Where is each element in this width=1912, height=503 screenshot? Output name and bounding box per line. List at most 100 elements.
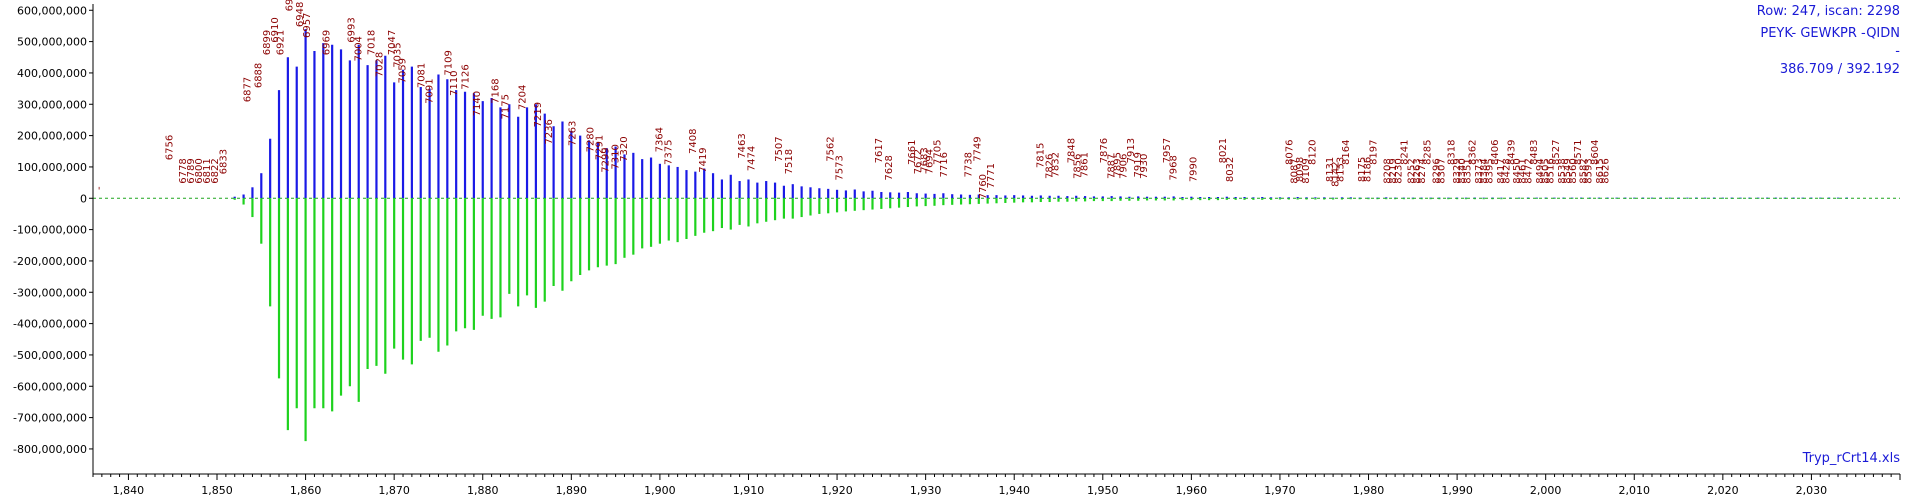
- peak-label: 7091: [424, 78, 435, 103]
- peak-label: 6969: [322, 30, 333, 55]
- y-tick-label: -800,000,000: [13, 443, 87, 456]
- lower-series-bars: [233, 198, 1848, 442]
- peak-label: 7815: [1035, 143, 1046, 168]
- peak-label: 7474: [747, 146, 758, 171]
- x-tick-label: 2,000: [1530, 484, 1562, 497]
- peak-label: 7887: [1106, 154, 1117, 179]
- peak-label: 7694: [925, 149, 936, 174]
- x-tick-label: 1,850: [201, 484, 233, 497]
- peak-label: 7672: [913, 149, 924, 174]
- footer-filename: Tryp_rCrt14.xls: [1802, 451, 1900, 466]
- peak-label: 8428: [1501, 158, 1512, 183]
- peak-label: 6756: [165, 135, 176, 160]
- y-tick-label: 0: [80, 192, 87, 205]
- x-tick-label: 1,860: [290, 484, 322, 497]
- y-tick-label: 300,000,000: [17, 98, 87, 111]
- peak-label: 8560: [1568, 158, 1579, 183]
- peak-label: 6921: [275, 30, 286, 55]
- x-tick-label: 1,950: [1087, 484, 1119, 497]
- y-tick-label: -700,000,000: [13, 412, 87, 425]
- peak-label: 6811: [202, 158, 213, 183]
- peak-label: 7463: [737, 133, 748, 158]
- peak-label: 8527: [1551, 139, 1562, 164]
- peak-label: 7364: [655, 127, 666, 152]
- peak-label: 7957: [1162, 138, 1173, 163]
- x-tick-label: 1,870: [378, 484, 410, 497]
- peak-label: 7263: [568, 121, 579, 146]
- peak-label: 7617: [874, 138, 885, 163]
- peak-label: 8450: [1512, 158, 1523, 183]
- peak-label: 8098: [1295, 157, 1306, 182]
- y-axis-ticks: 600,000,000 500,000,000 400,000,000 300,000…: [13, 4, 93, 456]
- peak-label: 8340: [1457, 158, 1468, 183]
- peak-label: 7518: [784, 149, 795, 174]
- peak-label: 8142: [1330, 161, 1341, 186]
- peak-label: 8263: [1412, 158, 1423, 183]
- x-tick-label: 2,010: [1619, 484, 1651, 497]
- peak-label: 7059: [398, 58, 409, 83]
- peak-label: 6932: [284, 0, 295, 11]
- peak-label: 7299: [601, 147, 612, 172]
- info-dash: -: [1895, 44, 1900, 59]
- peak-label: 7683: [919, 147, 930, 172]
- peak-label: 7990: [1189, 157, 1200, 182]
- peak-label: 7968: [1168, 155, 1179, 180]
- peak-label: 7930: [1139, 154, 1150, 179]
- x-tick-label: 1,940: [998, 484, 1030, 497]
- peak-label: 7004: [353, 36, 364, 61]
- peak-label: 7876: [1099, 138, 1110, 163]
- peak-label: 7018: [367, 30, 378, 55]
- peak-label: 8120: [1307, 139, 1318, 164]
- peak-label: 7861: [1080, 152, 1091, 177]
- y-tick-label: 500,000,000: [17, 36, 87, 49]
- peak-label: 6993: [346, 17, 357, 42]
- peak-label: 6822: [210, 158, 221, 183]
- peak-label: 7110: [449, 71, 460, 96]
- peak-label: 8219: [1388, 158, 1399, 183]
- peak-label: 7705: [933, 139, 944, 164]
- x-tick-label: 2,030: [1796, 484, 1828, 497]
- peak-label: 7168: [491, 78, 502, 103]
- peak-label: 7562: [826, 136, 837, 161]
- peak-label: 8021: [1218, 138, 1229, 163]
- peak-label: 8164: [1341, 139, 1352, 164]
- peak-label: 8439: [1507, 139, 1518, 164]
- y-tick-label: -200,000,000: [13, 255, 87, 268]
- peak-label: 7310: [610, 144, 621, 169]
- peak-label: 7771: [986, 163, 997, 188]
- peak-label: 7895: [1113, 152, 1124, 177]
- peak-label: 7028: [375, 52, 386, 77]
- y-tick-label: -300,000,000: [13, 286, 87, 299]
- upper-series-bars: [233, 29, 1848, 199]
- peak-label: 8494: [1535, 158, 1546, 183]
- peak-label: 7760: [978, 174, 989, 199]
- peak-label: 7419: [698, 147, 709, 172]
- peak-label: 8472: [1524, 158, 1535, 183]
- peak-label: 8373: [1474, 158, 1485, 183]
- x-tick-label: 1,900: [644, 484, 676, 497]
- peak-label: 8318: [1446, 139, 1457, 164]
- peak-label: 8032: [1225, 157, 1236, 182]
- peak-label: 8329: [1452, 158, 1463, 183]
- x-tick-label: 1,910: [733, 484, 765, 497]
- x-tick-label: 1,890: [556, 484, 588, 497]
- peak-label: 7913: [1126, 138, 1137, 163]
- peak-label: 7236: [544, 119, 555, 144]
- x-tick-label: 1,970: [1264, 484, 1296, 497]
- x-tick-label: 2,020: [1707, 484, 1739, 497]
- y-tick-label: 600,000,000: [17, 4, 87, 17]
- peak-label: 6800: [194, 158, 205, 183]
- x-tick-label: 1,930: [910, 484, 942, 497]
- peak-label: 6833: [219, 149, 230, 174]
- peak-label: 7204: [517, 85, 528, 110]
- peak-label: 8153: [1336, 157, 1347, 182]
- peak-label: 6877: [243, 77, 254, 102]
- peak-label: 8285: [1423, 139, 1434, 164]
- peak-label: 7906: [1119, 154, 1130, 179]
- x-tick-label: 1,960: [1176, 484, 1208, 497]
- y-tick-label: -600,000,000: [13, 380, 87, 393]
- peak-label: 8571: [1573, 139, 1584, 164]
- x-tick-label: 1,980: [1353, 484, 1385, 497]
